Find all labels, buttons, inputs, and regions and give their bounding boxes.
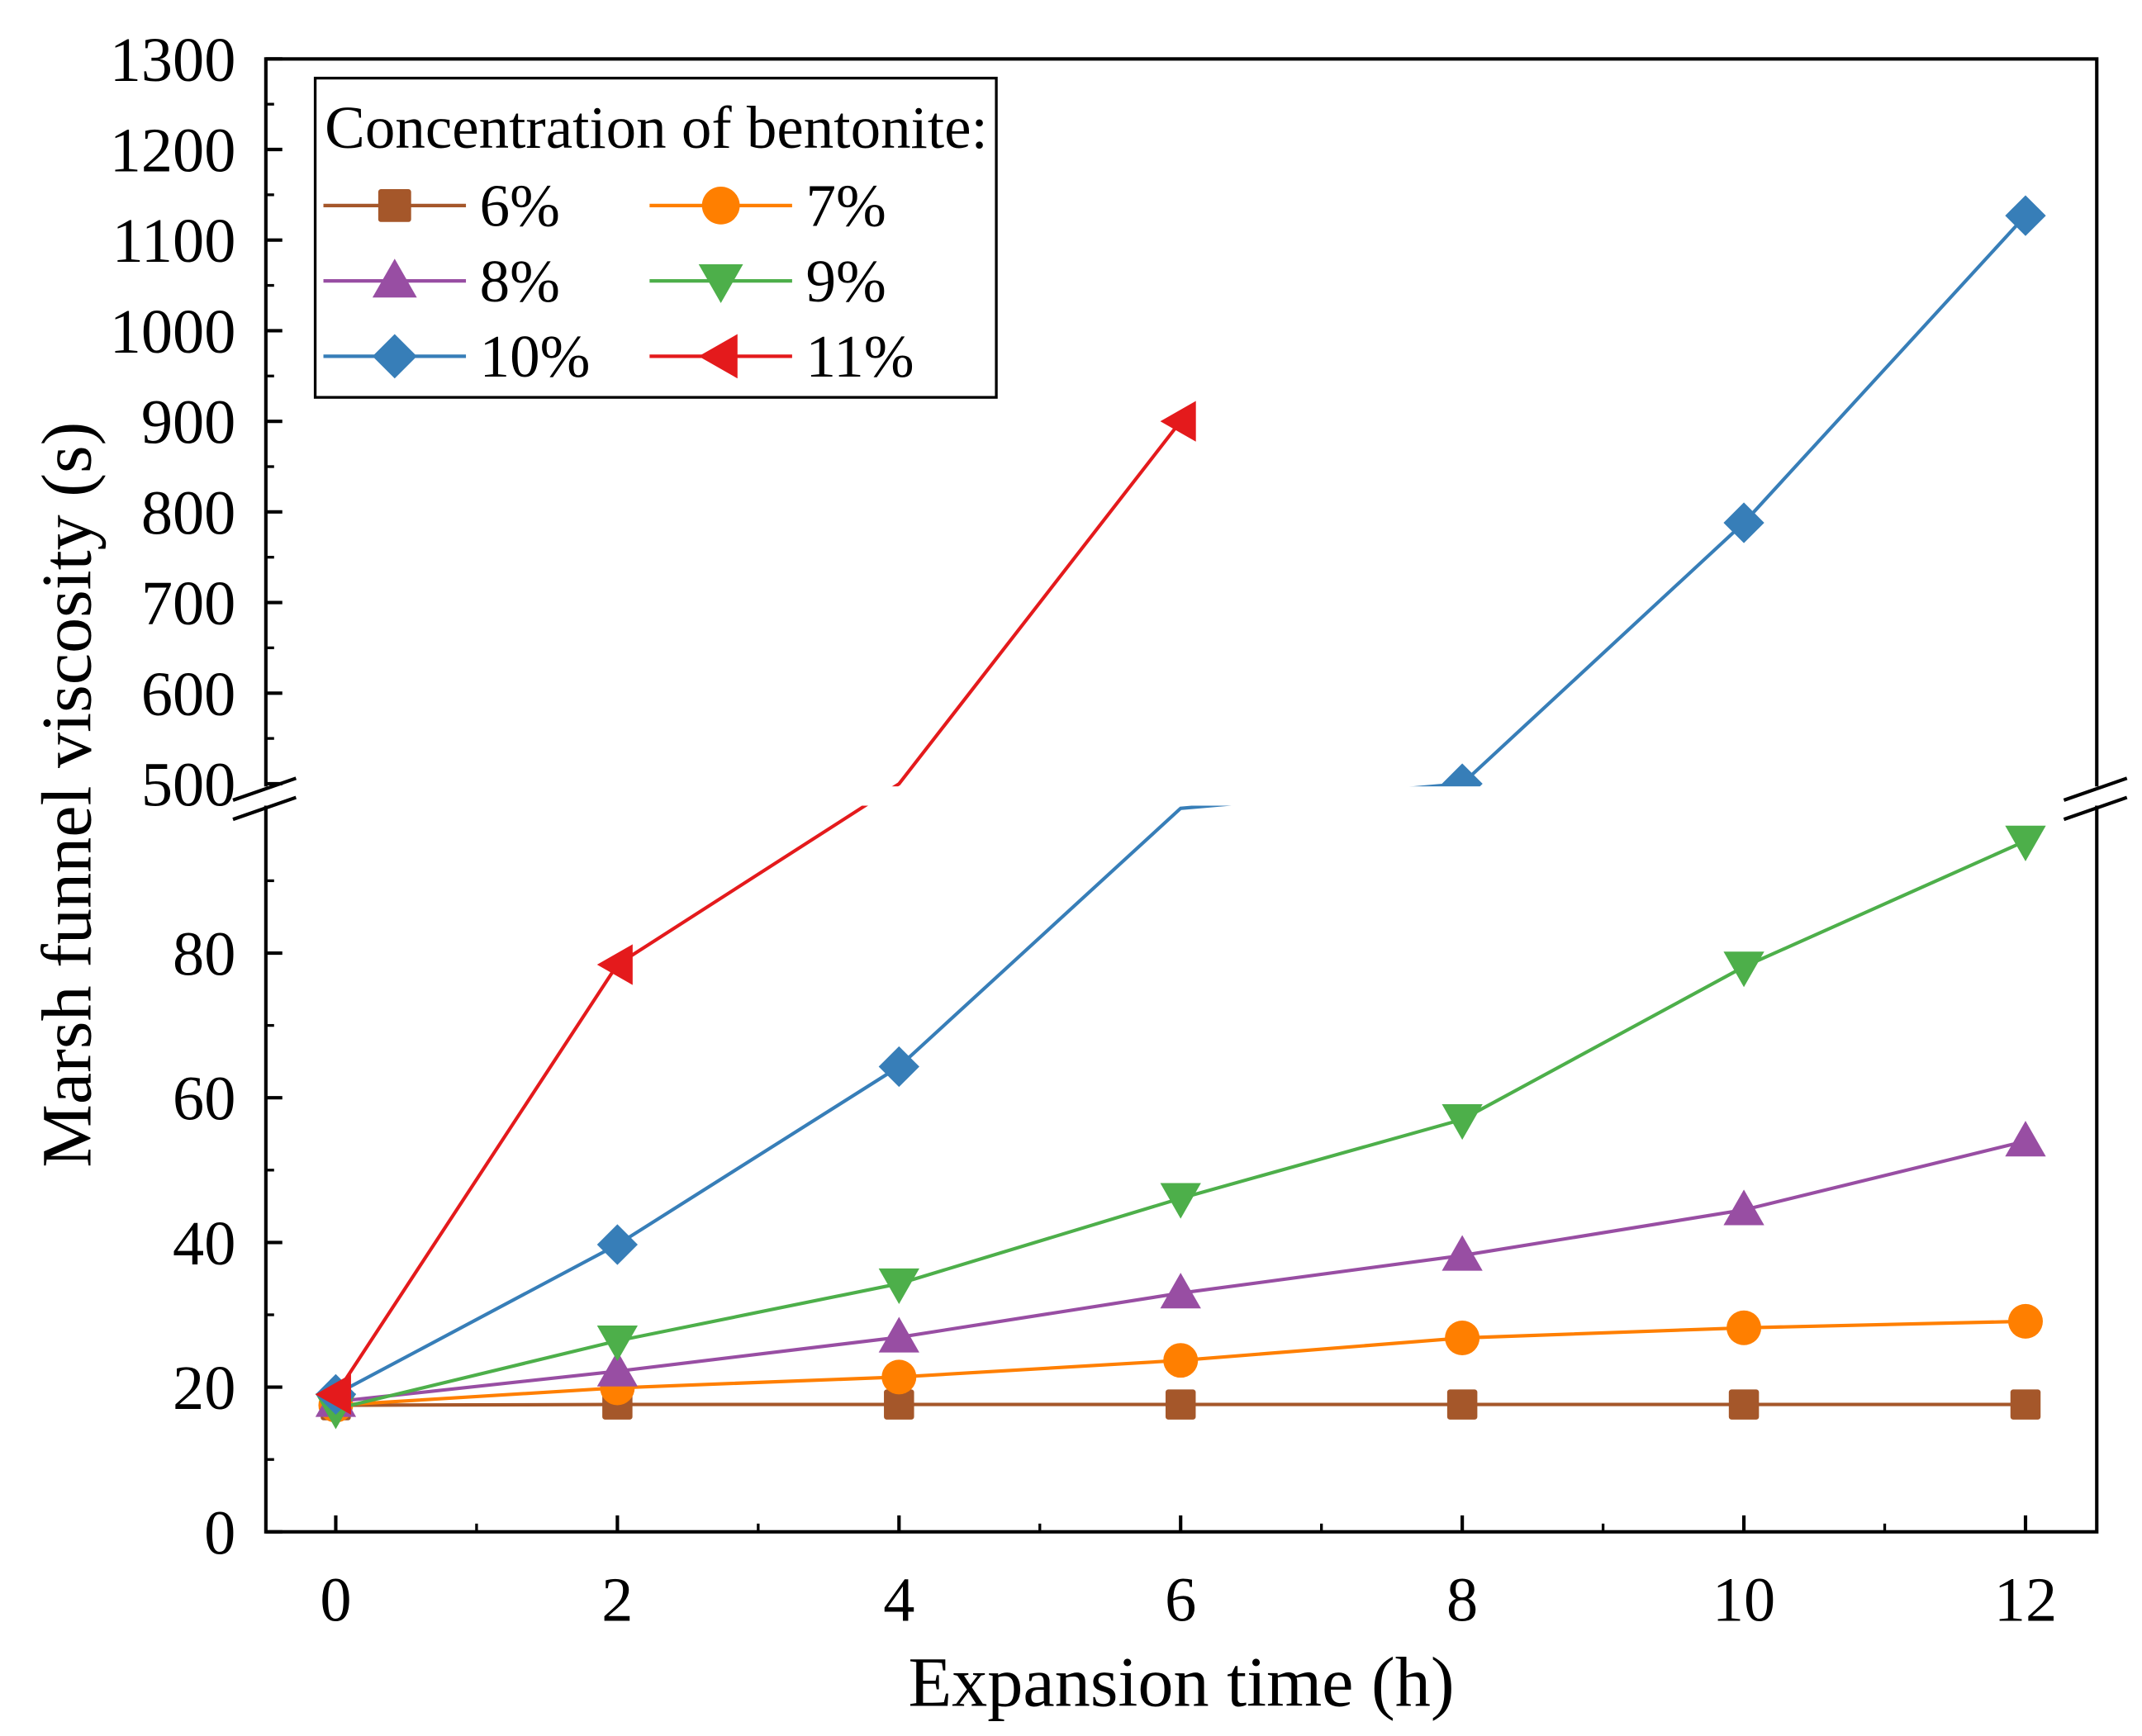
x-tick-label: 0 xyxy=(320,1565,351,1635)
legend-label: 11% xyxy=(805,323,914,390)
circle-marker xyxy=(1726,1310,1762,1345)
triangle-up-marker xyxy=(372,259,417,298)
y-tick-label: 1200 xyxy=(110,116,236,186)
triangle-left-marker xyxy=(596,944,633,985)
triangle-up-marker xyxy=(1723,1189,1764,1226)
axis-break-right xyxy=(2063,776,2128,822)
series-line xyxy=(334,420,1182,1396)
triangle-down-marker xyxy=(698,263,743,303)
legend-label: 10% xyxy=(480,323,591,390)
circle-marker xyxy=(2007,1303,2043,1339)
plot-marks xyxy=(315,195,2046,1430)
circle-marker xyxy=(1445,1321,1480,1356)
legend-item: 6% xyxy=(323,173,560,240)
legend-label: 8% xyxy=(480,248,560,315)
x-tick-label: 4 xyxy=(883,1565,914,1635)
y-tick-label: 0 xyxy=(204,1497,235,1568)
legend-item: 7% xyxy=(649,173,886,240)
y-tick-label: 700 xyxy=(141,568,235,638)
series-9pct xyxy=(315,825,2046,1430)
triangle-left-marker xyxy=(698,334,738,379)
y-tick-label: 1000 xyxy=(110,296,236,367)
circle-marker xyxy=(1163,1343,1199,1378)
triangle-up-marker xyxy=(2005,1121,2046,1157)
circle-marker xyxy=(701,186,740,225)
triangle-down-marker xyxy=(1723,951,1764,988)
series-11pct xyxy=(315,401,1196,1415)
square-marker xyxy=(1165,1389,1196,1420)
triangle-up-marker xyxy=(878,1316,919,1353)
triangle-up-marker xyxy=(596,1350,639,1387)
y-tick-label: 1300 xyxy=(110,25,236,95)
y-axis-label: Marsh funnel viscosity (s) xyxy=(26,422,106,1168)
series-line xyxy=(335,839,2026,1411)
series-6pct xyxy=(321,1389,2041,1421)
diamond-marker xyxy=(596,1224,639,1265)
y-tick-label: 600 xyxy=(141,659,235,729)
triangle-down-marker xyxy=(1441,1104,1483,1141)
legend-label: 7% xyxy=(805,173,886,240)
diamond-marker xyxy=(878,1046,919,1088)
triangle-up-marker xyxy=(1160,1273,1201,1309)
triangle-down-marker xyxy=(2005,825,2046,861)
y-tick-label: 20 xyxy=(173,1353,235,1423)
legend-title: Concentration of bentonite: xyxy=(325,94,988,161)
legend: Concentration of bentonite: 6% 7% 8% 9% 10% 1… xyxy=(313,76,998,399)
square-marker xyxy=(884,1389,914,1420)
legend-label: 6% xyxy=(480,173,560,240)
x-tick-label: 6 xyxy=(1165,1565,1196,1635)
y-tick-label: 80 xyxy=(173,919,235,989)
y-tick-label: 900 xyxy=(141,387,235,458)
axis-ticks: 0 2 4 6 8 10 12 0 20 40 60 80 500 600 700 800 900 1000 110… xyxy=(110,25,2057,1635)
y-tick-label: 500 xyxy=(141,750,235,820)
y-tick-label: 800 xyxy=(141,477,235,548)
circle-marker xyxy=(881,1359,917,1395)
x-tick-label: 12 xyxy=(1994,1565,2057,1635)
triangle-up-marker xyxy=(1441,1235,1483,1271)
triangle-left-marker xyxy=(1160,401,1196,442)
legend-box xyxy=(313,76,998,399)
series-10pct xyxy=(315,195,2046,1415)
legend-item: 8% xyxy=(323,248,560,315)
y-tick-label: 40 xyxy=(173,1208,235,1278)
triangle-down-marker xyxy=(878,1268,919,1304)
square-marker xyxy=(1728,1389,1760,1420)
y-tick-label: 1100 xyxy=(112,206,236,276)
axis-break-left xyxy=(232,776,297,822)
square-marker xyxy=(378,188,411,222)
x-tick-label: 10 xyxy=(1712,1565,1775,1635)
x-tick-label: 2 xyxy=(601,1565,633,1635)
square-marker xyxy=(1446,1389,1478,1420)
y-tick-label: 60 xyxy=(173,1064,235,1134)
x-axis-label: Expansion time (h) xyxy=(908,1642,1454,1721)
frame-gap xyxy=(253,786,2118,806)
x-tick-label: 8 xyxy=(1446,1565,1478,1635)
square-marker xyxy=(2010,1389,2041,1420)
triangle-down-marker xyxy=(596,1326,639,1362)
legend-label: 9% xyxy=(805,248,886,315)
legend-item: 11% xyxy=(649,323,914,390)
triangle-left-marker xyxy=(315,1373,351,1415)
legend-item: 9% xyxy=(649,248,886,315)
triangle-down-marker xyxy=(1160,1183,1201,1219)
